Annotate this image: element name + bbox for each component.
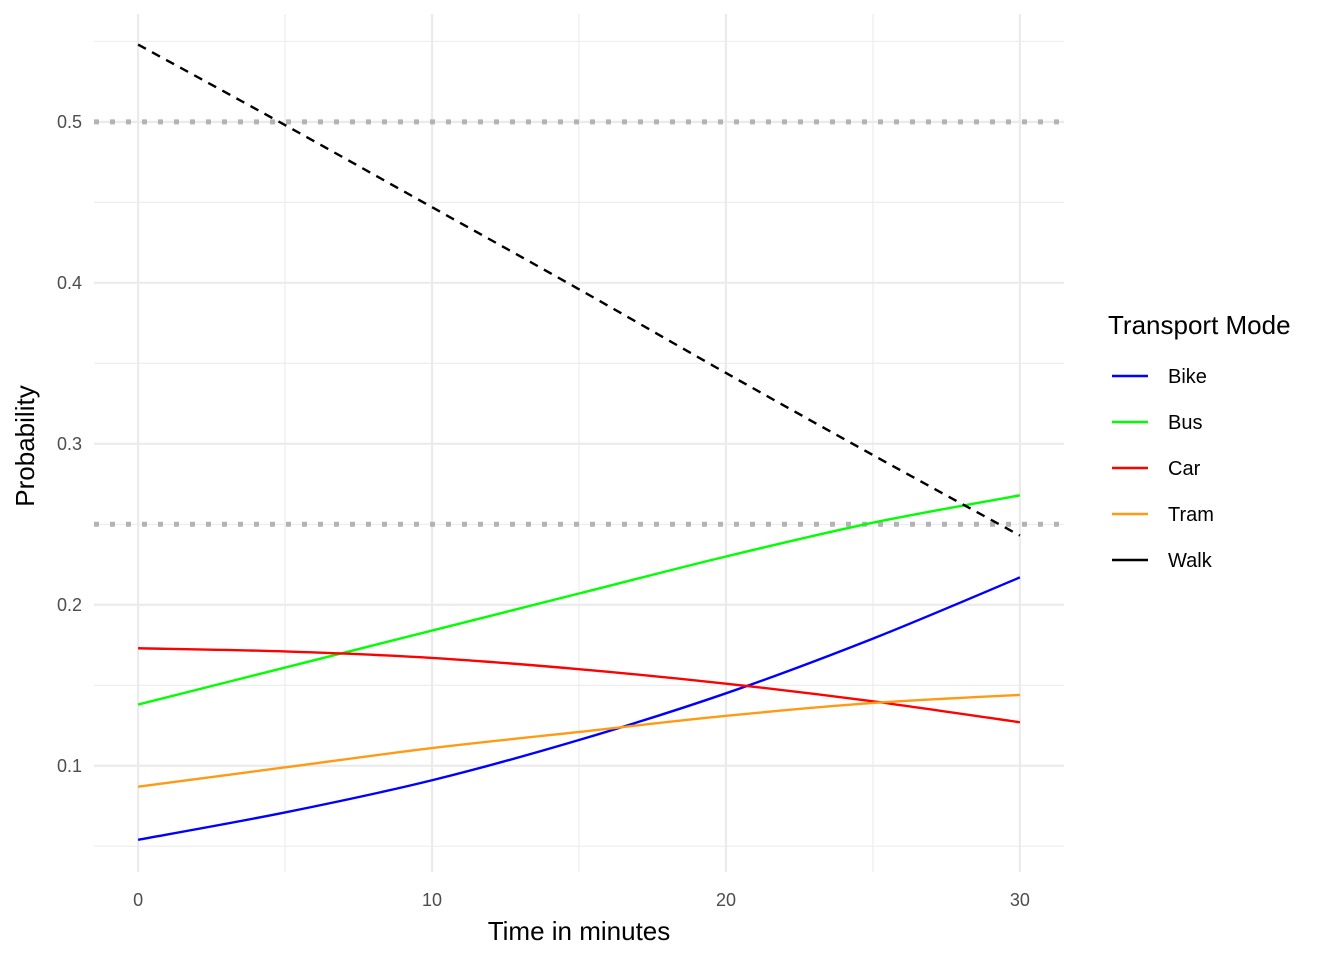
series-line-bus [137, 494, 1021, 706]
legend: Transport Mode Bike Bus Car Tram Walk [1108, 310, 1291, 572]
legend-items: Bike Bus Car Tram Walk [1112, 366, 1214, 572]
x-tick-label: 20 [716, 890, 736, 910]
series-line-walk [137, 43, 1021, 537]
legend-item-car: Car [1112, 458, 1201, 480]
legend-label-tram: Tram [1168, 504, 1214, 526]
x-tick-labels: 0 10 20 30 [133, 890, 1030, 910]
series-line-car [138, 647, 1021, 724]
y-axis-title: Probability [10, 385, 40, 506]
legend-item-bus: Bus [1112, 412, 1202, 434]
legend-label-walk: Walk [1168, 550, 1213, 572]
series-line-tram [137, 693, 1020, 788]
legend-item-bike: Bike [1112, 366, 1207, 388]
x-tick-label: 10 [422, 890, 442, 910]
x-axis-title: Time in minutes [488, 916, 671, 946]
x-tick-label: 0 [133, 890, 143, 910]
y-tick-label: 0.2 [57, 595, 82, 615]
series-lines [137, 43, 1021, 841]
legend-label-car: Car [1168, 458, 1201, 480]
series-line-bike [137, 576, 1021, 841]
legend-item-walk: Walk [1112, 550, 1213, 572]
y-tick-label: 0.3 [57, 434, 82, 454]
y-tick-label: 0.5 [57, 112, 82, 132]
legend-item-tram: Tram [1112, 504, 1214, 526]
legend-label-bus: Bus [1168, 412, 1202, 434]
legend-label-bike: Bike [1168, 366, 1207, 388]
reference-lines [94, 119, 1064, 527]
x-tick-label: 30 [1010, 890, 1030, 910]
y-tick-labels: 0.1 0.2 0.3 0.4 0.5 [57, 112, 82, 776]
y-tick-label: 0.1 [57, 756, 82, 776]
legend-title: Transport Mode [1108, 310, 1291, 340]
y-tick-label: 0.4 [57, 273, 82, 293]
